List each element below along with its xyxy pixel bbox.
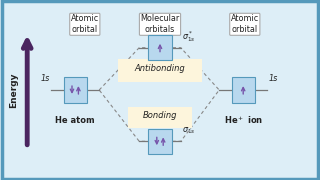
FancyBboxPatch shape bbox=[148, 129, 172, 154]
Text: Energy: Energy bbox=[9, 72, 18, 108]
Text: 1s: 1s bbox=[40, 74, 50, 83]
FancyBboxPatch shape bbox=[148, 35, 172, 60]
Text: Atomic
orbital: Atomic orbital bbox=[231, 14, 259, 34]
FancyBboxPatch shape bbox=[2, 1, 318, 179]
FancyBboxPatch shape bbox=[128, 107, 192, 128]
Text: $\sigma_{1s}$: $\sigma_{1s}$ bbox=[182, 125, 196, 136]
Text: Molecular
orbitals: Molecular orbitals bbox=[140, 14, 180, 34]
FancyBboxPatch shape bbox=[118, 59, 202, 82]
Text: Antibonding: Antibonding bbox=[135, 64, 185, 73]
Text: Atomic
orbital: Atomic orbital bbox=[71, 14, 99, 34]
Text: Bonding: Bonding bbox=[143, 111, 177, 120]
FancyBboxPatch shape bbox=[64, 77, 87, 103]
Text: He$^+$ ion: He$^+$ ion bbox=[224, 115, 263, 127]
Text: $\sigma^*_{1s}$: $\sigma^*_{1s}$ bbox=[182, 30, 196, 44]
Text: He atom: He atom bbox=[55, 116, 95, 125]
Text: 1s: 1s bbox=[269, 74, 278, 83]
FancyBboxPatch shape bbox=[232, 77, 255, 103]
